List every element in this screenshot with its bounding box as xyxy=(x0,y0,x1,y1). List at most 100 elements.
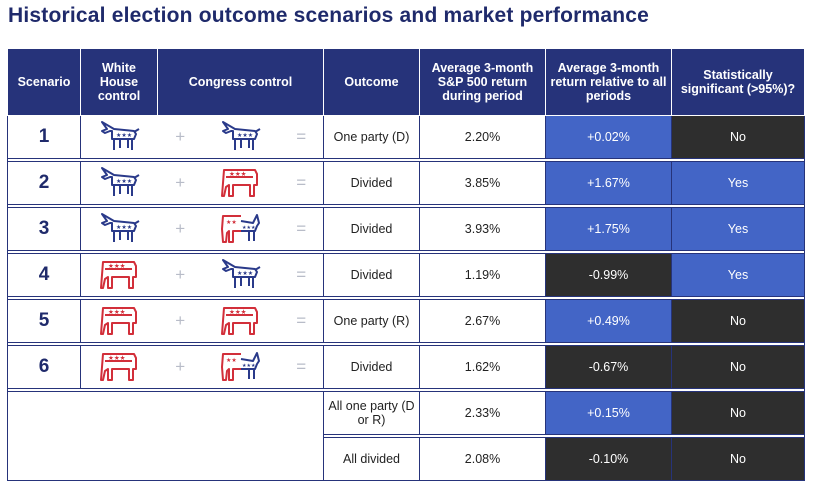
svg-text:★★★: ★★★ xyxy=(116,132,132,139)
scenario-table: Scenario White House control Congress co… xyxy=(7,48,805,481)
control-icons-cell: ★★★ + ★★ ★★★ = xyxy=(80,207,324,251)
avg-return-cell: 2.67% xyxy=(419,299,546,343)
plus-sign: + xyxy=(175,219,186,238)
relative-return-cell: -0.99% xyxy=(545,253,672,297)
svg-text:★★★: ★★★ xyxy=(237,132,253,139)
table-row: 1 ★★★ + ★★★ = One party (D) 2.20% +0.02% No xyxy=(7,115,805,159)
equals-sign: = xyxy=(296,357,307,376)
svg-text:★★★: ★★★ xyxy=(237,270,253,277)
summary-significance-cell: No xyxy=(671,437,805,481)
summary-avg-return-cell: 2.33% xyxy=(419,391,546,435)
control-icons-cell: ★★★ + ★★★ = xyxy=(80,299,324,343)
white-house-donkey-icon: ★★★ xyxy=(98,165,142,202)
row-gap xyxy=(7,388,805,392)
row-gap xyxy=(7,204,805,208)
table-row: 2 ★★★ + ★★★ = Divided 3.85% +1.67% Yes xyxy=(7,161,805,205)
header-congress: Congress control xyxy=(157,48,324,116)
header-significant: Statistically significant (>95%)? xyxy=(671,48,805,116)
row-gap-cell xyxy=(7,296,805,300)
congress-elephant-icon: ★★★ xyxy=(219,303,263,340)
avg-return-cell: 3.85% xyxy=(419,161,546,205)
relative-return-cell: -0.67% xyxy=(545,345,672,389)
scenario-number: 4 xyxy=(7,253,81,297)
control-icons-cell: ★★★ + ★★★ = xyxy=(80,161,324,205)
summary-row: All one party (D or R) 2.33% +0.15% No xyxy=(7,391,805,481)
svg-text:★★★: ★★★ xyxy=(242,363,256,369)
summary-blank-cell xyxy=(7,391,324,481)
svg-text:★★★: ★★★ xyxy=(108,262,126,270)
outcome-cell: One party (R) xyxy=(323,299,420,343)
significance-cell: No xyxy=(671,345,805,389)
row-gap-cell xyxy=(7,250,805,254)
significance-cell: No xyxy=(671,299,805,343)
outcome-cell: Divided xyxy=(323,345,420,389)
scenario-number: 1 xyxy=(7,115,81,159)
row-gap-cell xyxy=(7,204,805,208)
svg-text:★★: ★★ xyxy=(226,219,237,226)
significance-cell: No xyxy=(671,115,805,159)
row-gap-cell xyxy=(7,158,805,162)
avg-return-cell: 2.20% xyxy=(419,115,546,159)
outcome-cell: Divided xyxy=(323,207,420,251)
white-house-elephant-icon: ★★★ xyxy=(98,303,142,340)
white-house-donkey-icon: ★★★ xyxy=(98,211,142,248)
row-gap xyxy=(8,434,805,438)
congress-donkey-icon: ★★★ xyxy=(219,119,263,156)
header-relative: Average 3-month return relative to all p… xyxy=(545,48,672,116)
svg-text:★★★: ★★★ xyxy=(229,170,247,178)
row-gap xyxy=(7,342,805,346)
white-house-elephant-icon: ★★★ xyxy=(98,349,142,386)
header-white-house: White House control xyxy=(80,48,158,116)
significance-cell: Yes xyxy=(671,207,805,251)
row-gap-cell xyxy=(7,342,805,346)
scenario-number: 5 xyxy=(7,299,81,343)
equals-sign: = xyxy=(296,311,307,330)
svg-text:★★★: ★★★ xyxy=(116,178,132,185)
relative-return-cell: +1.75% xyxy=(545,207,672,251)
summary-relative-cell: -0.10% xyxy=(545,437,672,481)
congress-split-control-icon: ★★ ★★★ xyxy=(219,211,263,248)
control-icons-cell: ★★★ + ★★ ★★★ = xyxy=(80,345,324,389)
summary-outcome-cell: All divided xyxy=(323,437,420,481)
equals-sign: = xyxy=(296,265,307,284)
control-icons-cell: ★★★ + ★★★ = xyxy=(80,115,324,159)
plus-sign: + xyxy=(175,173,186,192)
outcome-cell: Divided xyxy=(323,253,420,297)
equals-sign: = xyxy=(296,127,307,146)
outcome-cell: Divided xyxy=(323,161,420,205)
avg-return-cell: 3.93% xyxy=(419,207,546,251)
plus-sign: + xyxy=(175,357,186,376)
significance-cell: Yes xyxy=(671,253,805,297)
row-gap xyxy=(7,296,805,300)
summary-significance-cell: No xyxy=(671,391,805,435)
significance-cell: Yes xyxy=(671,161,805,205)
avg-return-cell: 1.62% xyxy=(419,345,546,389)
plus-sign: + xyxy=(175,127,186,146)
control-icons-cell: ★★★ + ★★★ = xyxy=(80,253,324,297)
table-row: 6 ★★★ + ★★ ★★★ = Divided 1.62% -0.67% No xyxy=(7,345,805,389)
white-house-donkey-icon: ★★★ xyxy=(98,119,142,156)
page-title: Historical election outcome scenarios an… xyxy=(8,4,650,27)
row-gap xyxy=(7,158,805,162)
relative-return-cell: +1.67% xyxy=(545,161,672,205)
header-scenario: Scenario xyxy=(7,48,81,116)
scenario-number: 3 xyxy=(7,207,81,251)
white-house-elephant-icon: ★★★ xyxy=(98,257,142,294)
header-row: Scenario White House control Congress co… xyxy=(7,48,805,116)
equals-sign: = xyxy=(296,219,307,238)
header-avg-return: Average 3-month S&P 500 return during pe… xyxy=(419,48,546,116)
row-gap xyxy=(7,250,805,254)
congress-elephant-icon: ★★★ xyxy=(219,165,263,202)
row-gap-cell xyxy=(7,388,805,392)
table-row: 5 ★★★ + ★★★ = One party (R) 2.67% +0.49% No xyxy=(7,299,805,343)
scenario-number: 2 xyxy=(7,161,81,205)
relative-return-cell: +0.49% xyxy=(545,299,672,343)
equals-sign: = xyxy=(296,173,307,192)
summary-outcome-cell: All one party (D or R) xyxy=(323,391,420,435)
svg-text:★★★: ★★★ xyxy=(108,354,126,362)
table-row: 4 ★★★ + ★★★ = Divided 1.19% -0.99% Yes xyxy=(7,253,805,297)
outcome-cell: One party (D) xyxy=(323,115,420,159)
summary-avg-return-cell: 2.08% xyxy=(419,437,546,481)
svg-text:★★★: ★★★ xyxy=(229,308,247,316)
svg-text:★★: ★★ xyxy=(226,357,237,364)
